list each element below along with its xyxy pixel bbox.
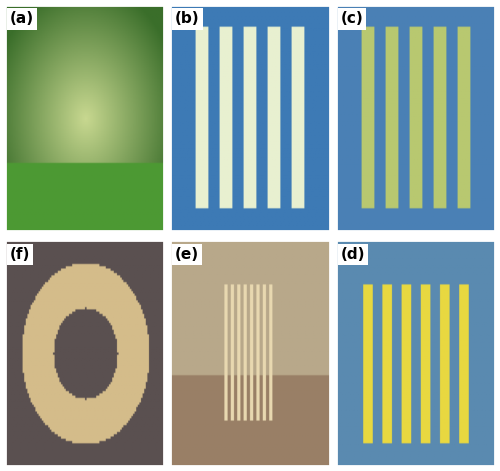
- Text: (f): (f): [10, 247, 30, 262]
- Text: (c): (c): [340, 11, 363, 26]
- Text: (d): (d): [340, 247, 365, 262]
- Text: (a): (a): [10, 11, 34, 26]
- Text: (b): (b): [175, 11, 200, 26]
- Text: (e): (e): [175, 247, 200, 262]
